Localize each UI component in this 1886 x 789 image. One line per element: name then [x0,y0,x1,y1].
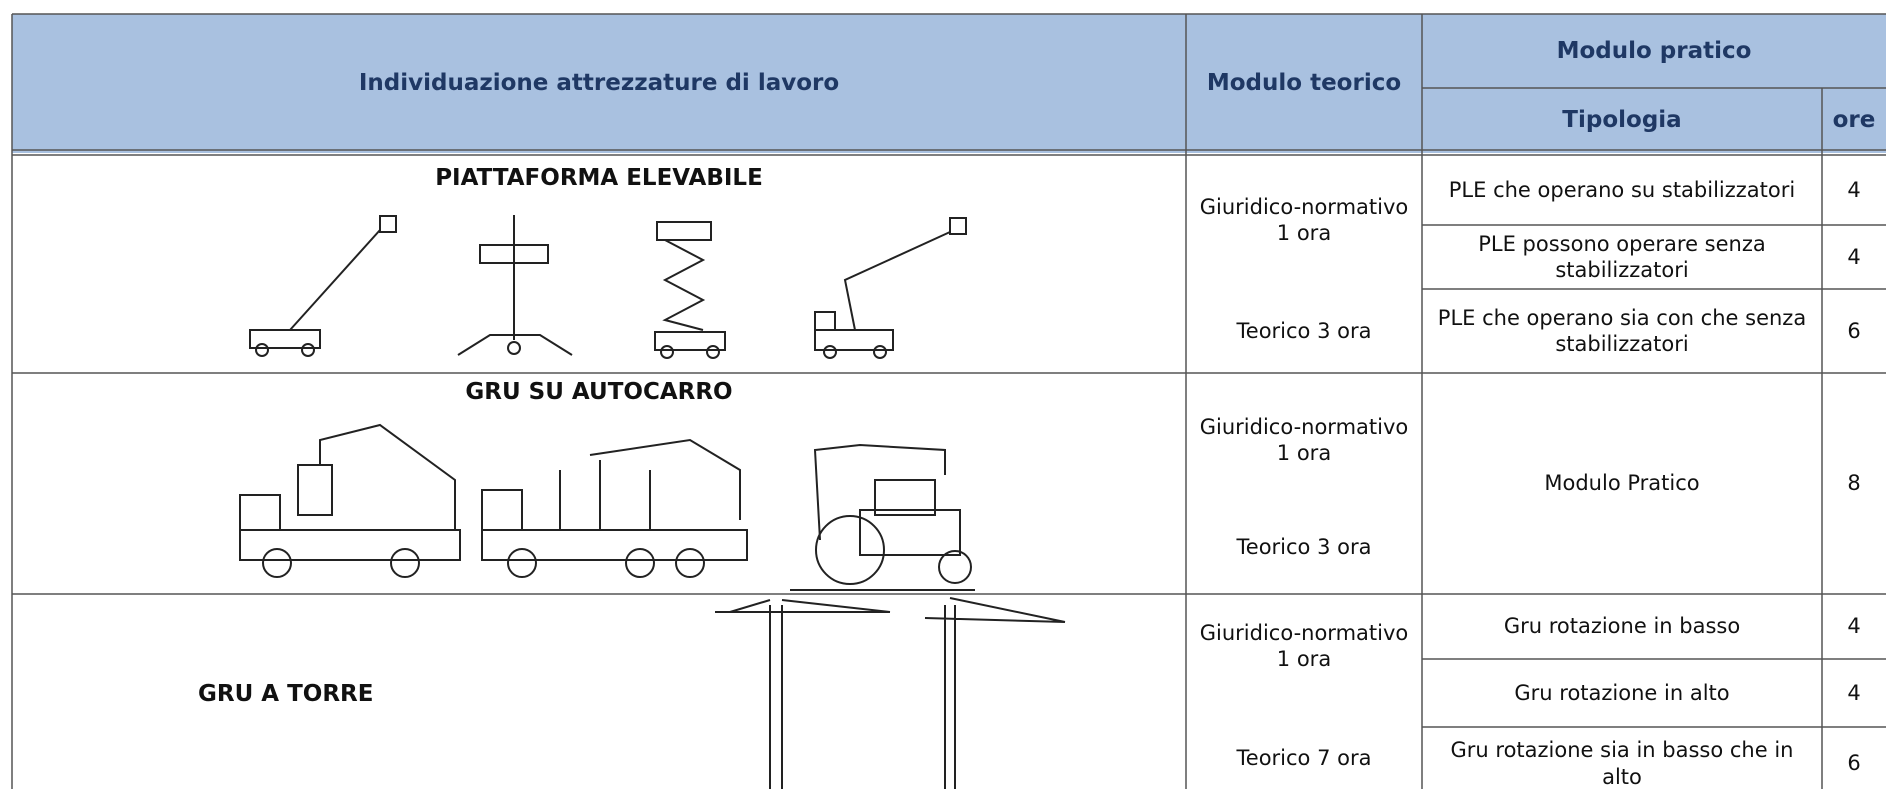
theory-module: Teorico 3 ora [1236,318,1372,343]
practice-type: Gru rotazione sia in basso che in alto [1450,738,1794,789]
header-type: Tipologia [1562,107,1682,134]
header-hours: ore [1832,107,1876,134]
practice-type: PLE che operano su stabilizzatori [1448,177,1796,202]
theory-module: Giuridico-normativo 1 ora [1199,414,1409,465]
practice-hours: 4 [1847,680,1861,705]
grid-lines [11,13,1886,789]
platform-drawings [249,215,967,359]
header-equipment: Individuazione attrezzature di lavoro [358,70,840,97]
practice-type: Gru rotazione in alto [1514,680,1730,705]
header-background [12,14,1886,153]
equipment-name: PIATTAFORMA ELEVABILE [435,164,763,191]
tower-crane-drawings [715,597,1066,789]
practice-type: PLE che operano sia con che senza stabil… [1437,305,1807,356]
practice-hours: 8 [1847,471,1861,496]
header-theory: Modulo teorico [1206,70,1402,97]
header-practice: Modulo pratico [1556,37,1752,64]
practice-hours: 6 [1847,751,1861,776]
practice-hours: 4 [1847,177,1861,202]
truck-crane-drawings [239,423,975,591]
practice-type: Gru rotazione in basso [1503,614,1741,639]
practice-type: Modulo Pratico [1544,471,1700,496]
practice-hours: 4 [1847,614,1861,639]
practice-hours: 4 [1847,244,1861,269]
theory-module: Giuridico-normativo 1 ora [1199,194,1409,245]
practice-hours: 6 [1847,318,1861,343]
practice-type: PLE possono operare senza stabilizzatori [1478,231,1766,282]
theory-module: Teorico 3 ora [1236,534,1372,559]
equipment-name: GRU SU AUTOCARRO [465,378,733,405]
equipment-name: GRU A TORRE [198,680,374,707]
theory-module: Teorico 7 ora [1236,745,1372,770]
theory-module: Giuridico-normativo 1 ora [1199,620,1409,671]
